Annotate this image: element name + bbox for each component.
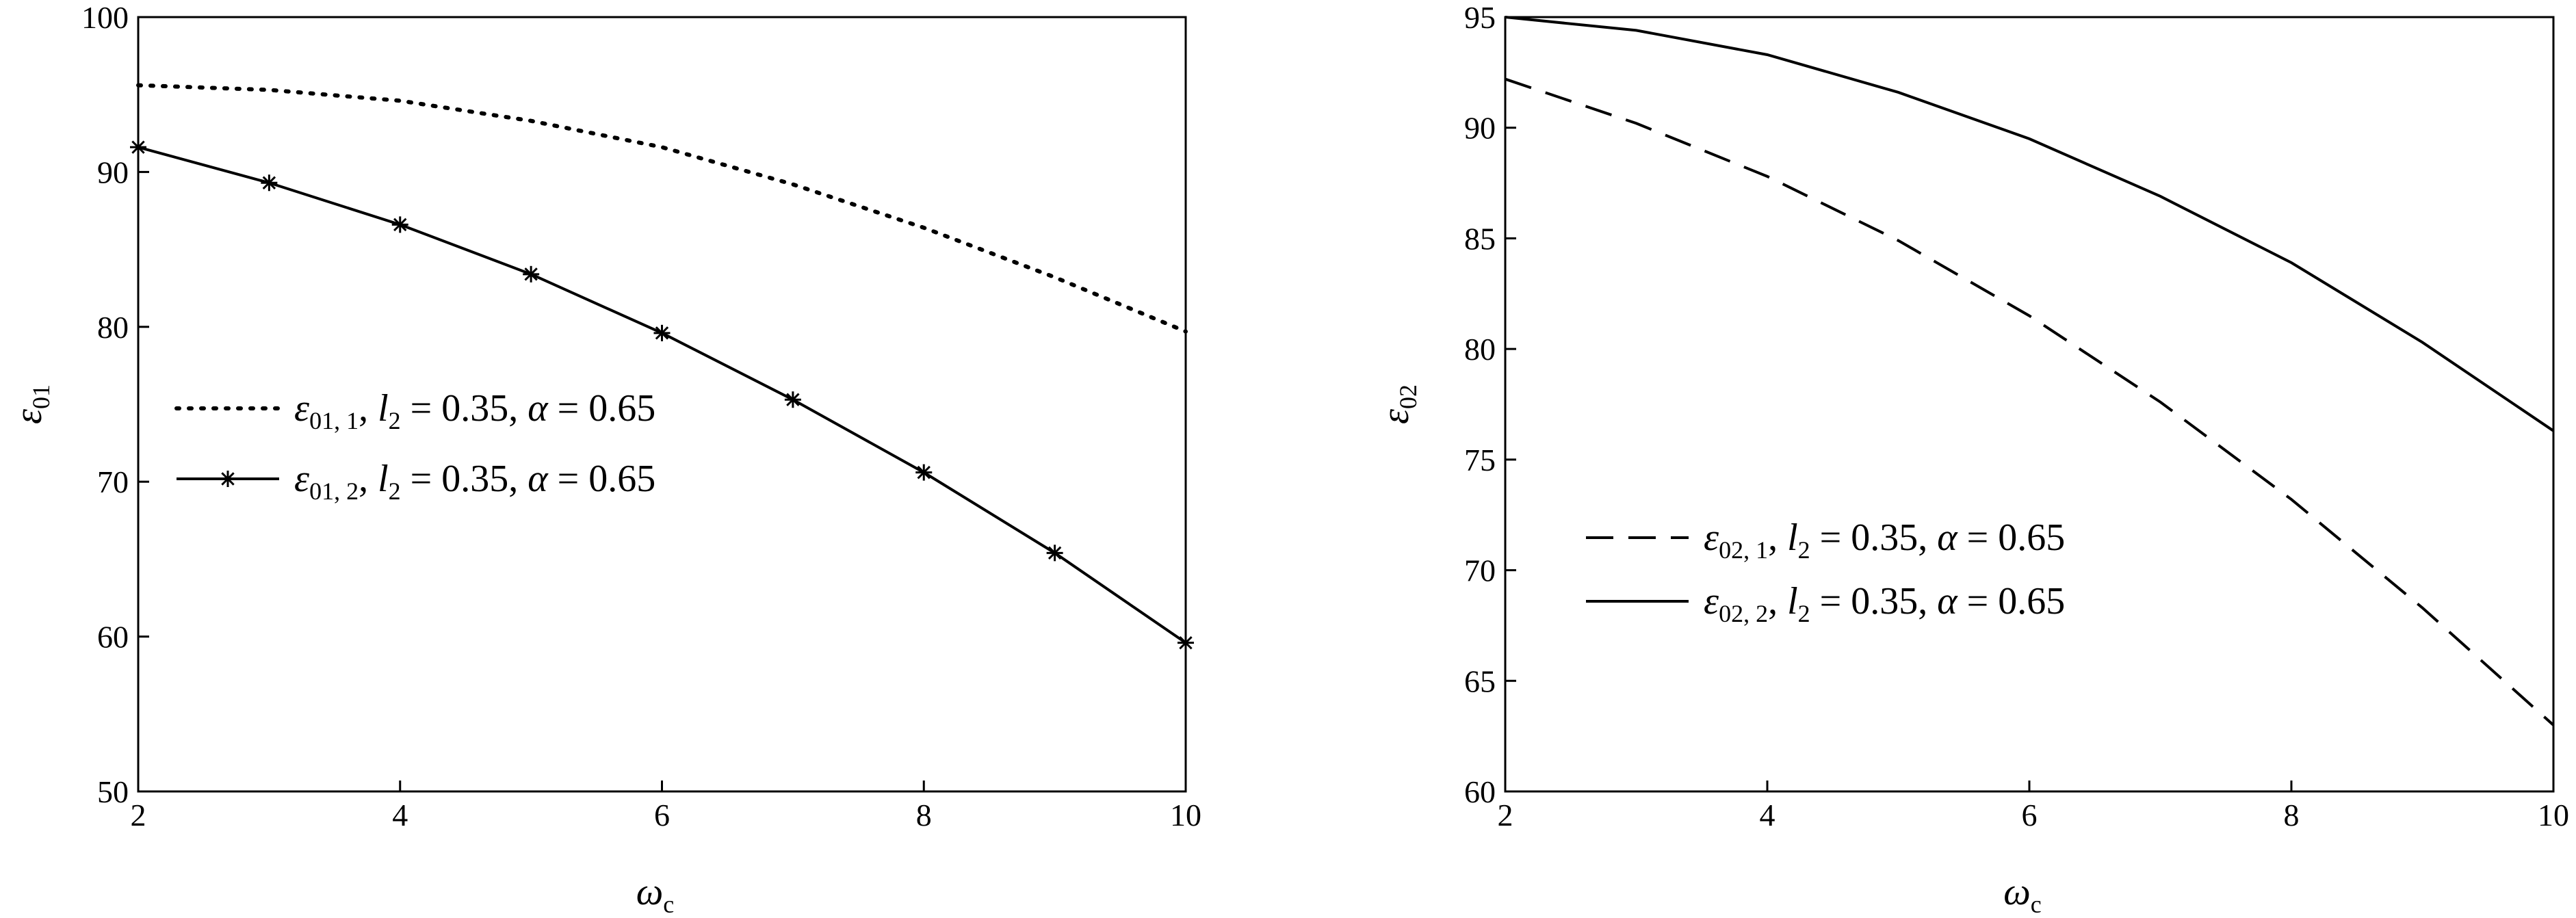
y-tick-label: 65 bbox=[1464, 664, 1496, 698]
asterisk-marker-stroke bbox=[131, 140, 145, 154]
x-tick-label: 6 bbox=[2022, 798, 2038, 832]
data-point bbox=[267, 88, 271, 92]
legend-param-l-value: = 0.35, bbox=[401, 458, 528, 500]
legend-param-l: l bbox=[378, 387, 389, 430]
series-1 bbox=[136, 83, 1188, 334]
legend-symbol: ε bbox=[294, 387, 310, 430]
legend-param-l-value: = 0.35, bbox=[401, 387, 528, 430]
legend-subscript: 01, 1 bbox=[309, 407, 359, 434]
x-axis-label-symbol: ω bbox=[2003, 871, 2031, 913]
x-tick-label: 2 bbox=[131, 798, 146, 832]
legend-symbol: ε bbox=[1704, 580, 1719, 622]
legend-separator: , bbox=[1768, 580, 1787, 622]
legend-subscript: 02, 1 bbox=[1719, 536, 1768, 564]
y-axis-label-symbol: ε bbox=[1375, 408, 1417, 424]
legend-separator: , bbox=[1768, 516, 1787, 559]
x-tick-label: 10 bbox=[2538, 798, 2569, 832]
legend-param-l: l bbox=[1787, 516, 1798, 559]
y-tick-label: 100 bbox=[81, 0, 129, 35]
asterisk-marker-stroke bbox=[655, 326, 669, 340]
series-1 bbox=[1505, 77, 2555, 726]
legend-label: ε01, 2, l2 = 0.35, α = 0.65 bbox=[294, 458, 655, 505]
y-tick-label: 90 bbox=[1464, 111, 1496, 146]
data-point bbox=[1053, 275, 1057, 279]
x-tick-label: 4 bbox=[1760, 798, 1775, 832]
legend-symbol: ε bbox=[294, 458, 310, 500]
y-tick-label: 95 bbox=[1464, 0, 1496, 35]
asterisk-marker-stroke bbox=[1179, 635, 1193, 650]
y-axis-label: ε02 bbox=[1375, 384, 1422, 424]
legend-symbol: ε bbox=[1704, 516, 1719, 559]
x-tick-label: 2 bbox=[1498, 798, 1513, 832]
x-tick-label: 8 bbox=[2284, 798, 2300, 832]
series-line bbox=[136, 83, 1188, 334]
y-tick-label: 70 bbox=[97, 464, 129, 499]
legend-param-alpha: α bbox=[1937, 580, 1958, 622]
x-axis-label: ωc bbox=[636, 871, 675, 918]
y-tick-label: 75 bbox=[1464, 443, 1496, 477]
asterisk-marker-stroke bbox=[393, 218, 407, 232]
series-line bbox=[1505, 77, 2555, 726]
y-tick-label: 60 bbox=[97, 620, 129, 655]
legend-subscript: 02, 2 bbox=[1719, 600, 1768, 627]
x-axis-label-symbol: ω bbox=[636, 871, 664, 913]
asterisk-marker-stroke bbox=[262, 176, 276, 189]
legend-param-l-subscript: 2 bbox=[1798, 536, 1810, 564]
x-tick-label: 4 bbox=[392, 798, 408, 832]
y-axis-label-subscript: 01 bbox=[27, 384, 55, 409]
asterisk-marker-stroke bbox=[786, 393, 800, 406]
x-tick-label: 8 bbox=[916, 798, 932, 832]
legend-param-l: l bbox=[378, 458, 389, 500]
legend-param-alpha-value: = 0.65 bbox=[548, 387, 656, 430]
legend-param-l-subscript: 2 bbox=[389, 477, 401, 505]
legend-label: ε02, 1, l2 = 0.35, α = 0.65 bbox=[1704, 516, 2065, 564]
series-line bbox=[1505, 16, 2555, 432]
legend-label: ε01, 1, l2 = 0.35, α = 0.65 bbox=[294, 387, 655, 434]
legend-param-alpha-value: = 0.65 bbox=[548, 458, 656, 500]
asterisk-marker-stroke bbox=[1048, 546, 1062, 560]
x-tick-label: 6 bbox=[654, 798, 670, 832]
series-2 bbox=[1505, 16, 2555, 432]
x-axis-label-subscript: c bbox=[663, 891, 674, 918]
y-tick-label: 85 bbox=[1464, 221, 1496, 256]
y-axis-label-symbol: ε bbox=[8, 408, 50, 424]
legend-param-alpha: α bbox=[528, 458, 549, 500]
y-tick-label: 70 bbox=[1464, 553, 1496, 588]
series-2 bbox=[130, 139, 1194, 651]
legend-asterisk-stroke bbox=[221, 472, 235, 486]
legend-separator: , bbox=[359, 387, 378, 430]
plot-frame bbox=[1504, 16, 2555, 793]
legend-label: ε02, 2, l2 = 0.35, α = 0.65 bbox=[1704, 580, 2065, 627]
legend-param-alpha-value: = 0.65 bbox=[1957, 516, 2066, 559]
legend-param-alpha-value: = 0.65 bbox=[1957, 580, 2066, 622]
legend-separator: , bbox=[359, 458, 378, 500]
legend-param-l-value: = 0.35, bbox=[1810, 516, 1938, 559]
y-axis-label: ε01 bbox=[8, 384, 55, 424]
legend-param-l-subscript: 2 bbox=[1798, 600, 1810, 627]
x-axis-label-subscript: c bbox=[2031, 891, 2042, 918]
x-axis-label: ωc bbox=[2003, 871, 2042, 918]
y-tick-label: 80 bbox=[1464, 332, 1496, 367]
y-tick-label: 90 bbox=[97, 155, 129, 189]
asterisk-marker-stroke bbox=[917, 465, 931, 480]
y-tick-label: 50 bbox=[97, 774, 129, 809]
y-axis-label-subscript: 02 bbox=[1394, 384, 1422, 409]
legend-param-l-value: = 0.35, bbox=[1810, 580, 1938, 622]
asterisk-marker-stroke bbox=[524, 267, 538, 281]
legend-param-alpha: α bbox=[528, 387, 549, 430]
legend-param-l-subscript: 2 bbox=[389, 407, 401, 434]
legend-param-alpha: α bbox=[1937, 516, 1958, 559]
legend-param-l: l bbox=[1787, 580, 1798, 622]
legend-subscript: 01, 2 bbox=[309, 477, 359, 505]
y-tick-label: 80 bbox=[97, 310, 129, 345]
y-tick-label: 60 bbox=[1464, 774, 1496, 809]
x-tick-label: 10 bbox=[1170, 798, 1201, 832]
